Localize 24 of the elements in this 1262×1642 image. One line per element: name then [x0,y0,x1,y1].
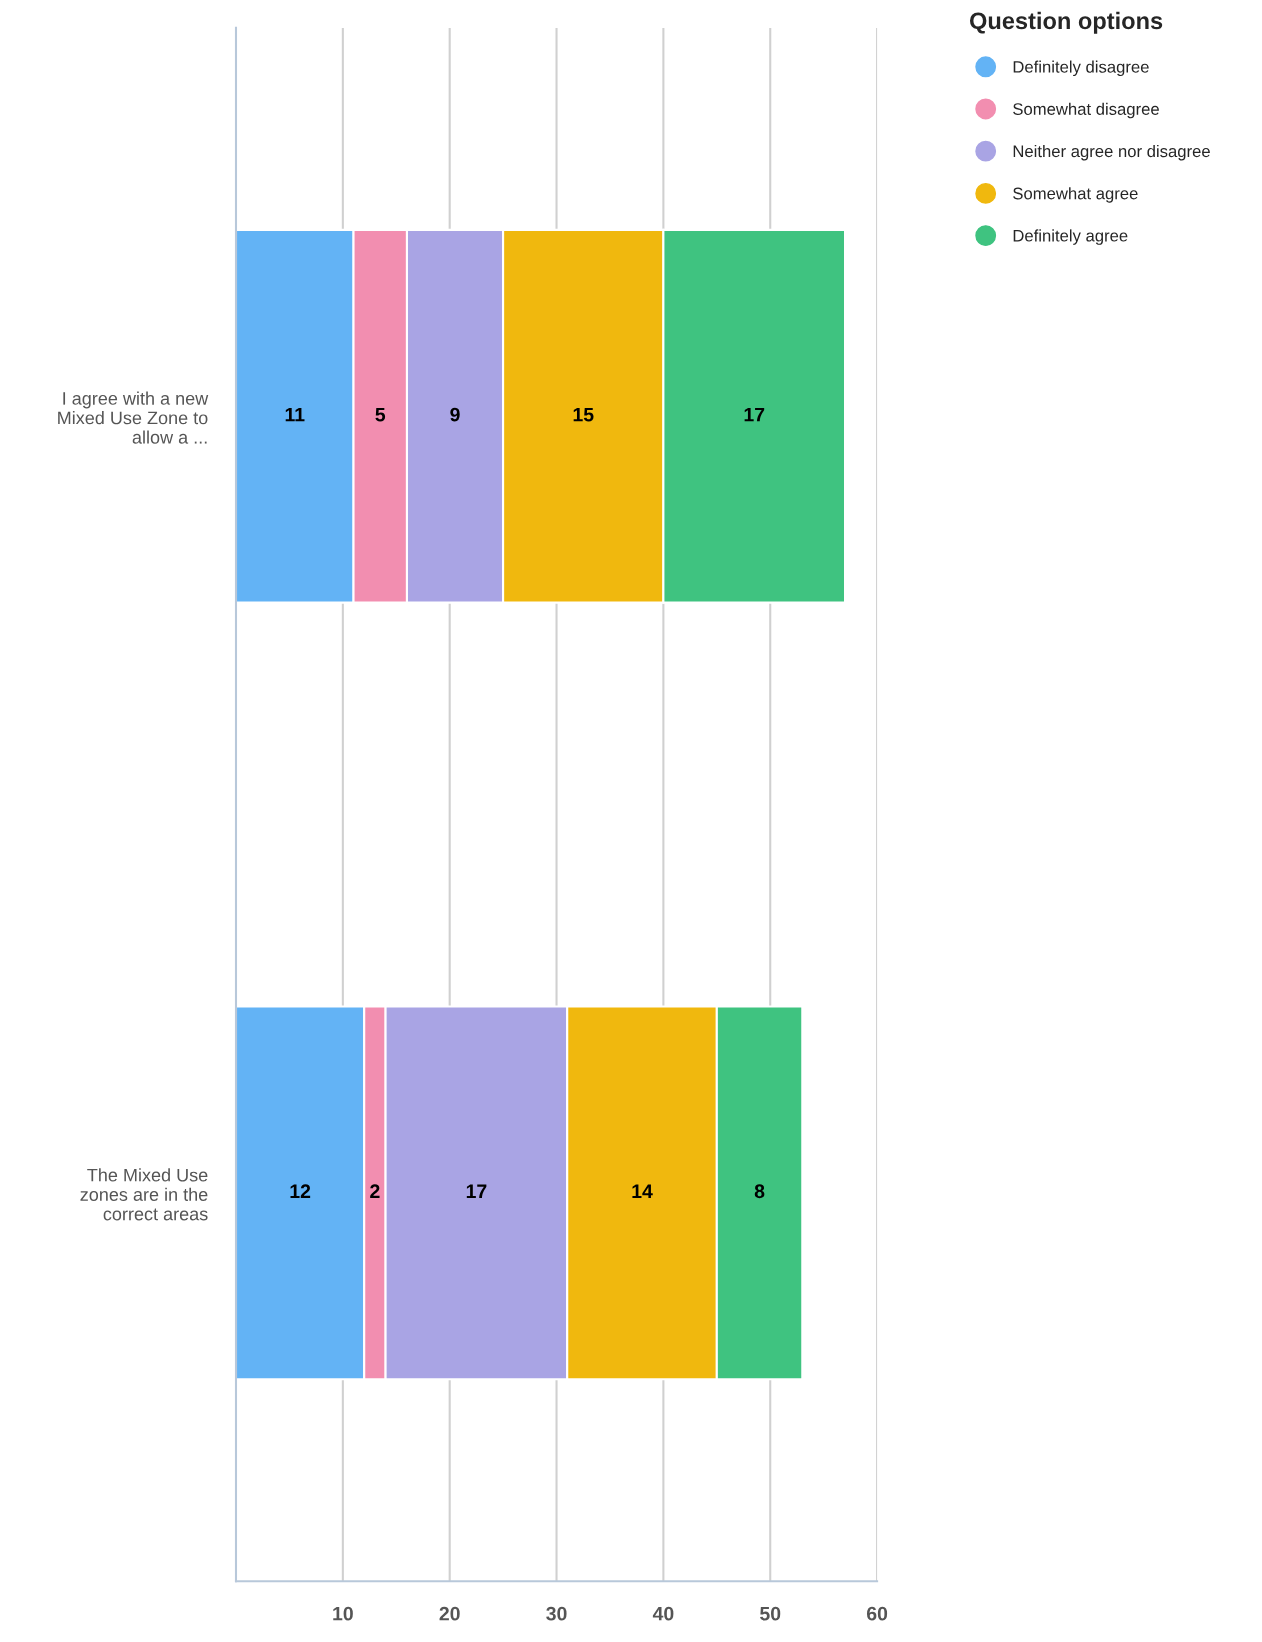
x-tick-label: 20 [439,1606,460,1621]
y-tick-label: I agree with a new Mixed Use Zone to allow a ... [58,391,209,444]
x-tick-label: 60 [866,1606,888,1621]
data-label: 15 [573,407,594,422]
y-tick-label: The Mixed Use zones are in the correct areas [80,1168,208,1221]
x-tick-label: 10 [333,1606,353,1621]
legend-label: Definitely agree [1013,229,1128,245]
data-label: 11 [285,407,305,422]
x-tick-label: 40 [652,1606,674,1621]
x-tick-label: 30 [546,1606,567,1621]
data-label: 17 [744,407,765,422]
x-tick-label: 50 [760,1606,781,1621]
data-label: 5 [375,407,386,422]
data-label: 12 [290,1184,311,1198]
data-label: 9 [450,407,460,422]
data-label: 2 [370,1184,380,1198]
legend-title: Question options [969,11,1163,34]
legend-label: Somewhat disagree [1013,102,1159,119]
legend-label: Somewhat agree [1013,187,1138,203]
data-label: 8 [754,1184,765,1199]
legend-label: Neither agree nor disagree [1013,144,1210,161]
legend-label: Definitely disagree [1013,60,1149,77]
data-label: 17 [466,1184,487,1198]
data-label: 14 [632,1184,653,1198]
